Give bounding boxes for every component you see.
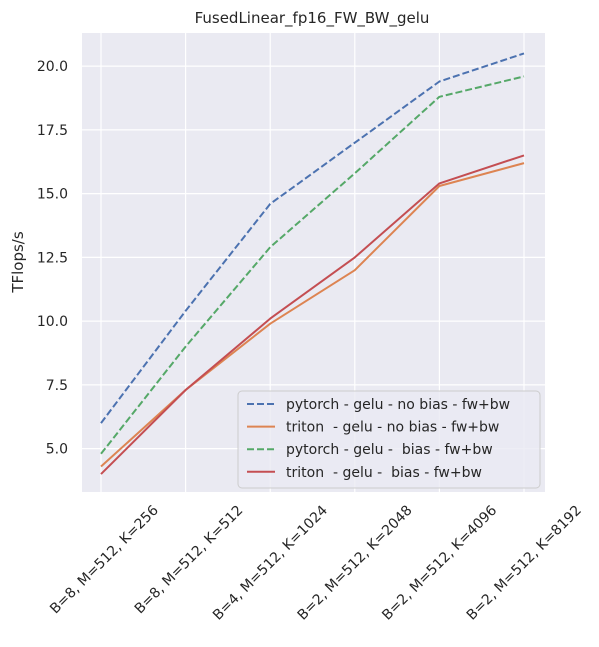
y-axis: 5.0 7.5 10.0 12.5 15.0 17.5 20.0 xyxy=(37,59,68,458)
y-tick-label: 17.5 xyxy=(37,123,68,139)
y-tick-label: 7.5 xyxy=(46,378,68,394)
series-line-3 xyxy=(100,75,525,455)
series-line-4 xyxy=(100,154,525,475)
y-tick-label: 12.5 xyxy=(37,250,68,266)
legend-entry: pytorch - gelu - no bias - fw+bw xyxy=(286,397,510,413)
legend-entry: pytorch - gelu - bias - fw+bw xyxy=(286,442,493,458)
legend-entry: triton - gelu - no bias - fw+bw xyxy=(286,420,499,436)
chart-title: FusedLinear_fp16_FW_BW_gelu xyxy=(195,9,430,28)
y-tick-label: 15.0 xyxy=(37,187,68,203)
y-tick-label: 5.0 xyxy=(46,442,68,458)
y-tick-label: 10.0 xyxy=(37,314,68,330)
legend-box xyxy=(237,390,541,489)
y-tick-label: 20.0 xyxy=(37,59,68,75)
series-lines xyxy=(100,52,525,475)
legend-entry: triton - gelu - bias - fw+bw xyxy=(286,465,482,481)
y-axis-label: TFlops/s xyxy=(9,231,27,294)
series-line-1 xyxy=(100,52,525,424)
legend: pytorch - gelu - no bias - fw+bw triton -… xyxy=(237,390,541,489)
